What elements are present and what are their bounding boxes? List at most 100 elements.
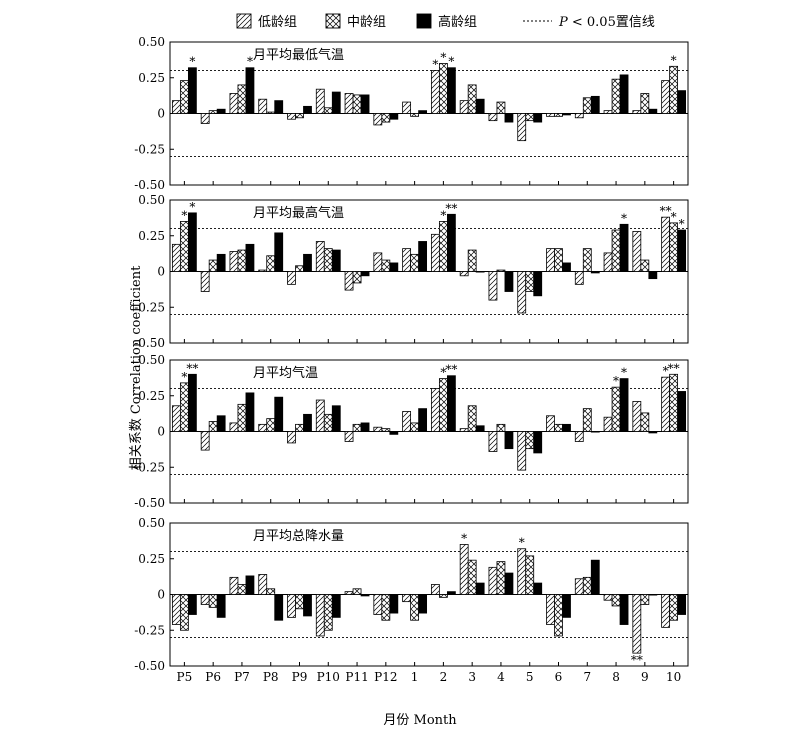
legend-label-mid: 中龄组 <box>347 15 386 30</box>
bar-mid <box>323 594 333 631</box>
significance-mark: * <box>181 370 187 384</box>
bar-low <box>258 98 268 114</box>
bar-high <box>360 594 370 597</box>
bar-mid <box>208 110 218 114</box>
bar-high <box>331 249 341 272</box>
bar-high <box>303 594 312 617</box>
bar-mid <box>611 386 621 432</box>
bar-low <box>546 415 555 432</box>
bar-mid <box>266 255 276 272</box>
bar-high <box>331 405 341 432</box>
bar-high <box>216 108 226 114</box>
bar-mid <box>525 555 535 595</box>
legend-swatch-low <box>236 13 252 29</box>
bar-low <box>430 388 440 432</box>
bar-high <box>648 431 658 434</box>
bar-mid <box>179 594 189 631</box>
y-tick-label: 0 <box>157 588 165 602</box>
chart-panels: 0.500.250-0.25-0.50* * ** * *月平均最低气温0.500.25… <box>134 35 689 684</box>
bar-low <box>603 594 613 601</box>
bar-low <box>344 591 354 595</box>
bar-high <box>533 113 543 123</box>
bar-low <box>171 594 181 625</box>
x-tick-label: 2 <box>440 670 448 684</box>
bar-high <box>677 391 687 432</box>
bar-mid <box>525 271 535 292</box>
bar-low <box>200 113 210 124</box>
bar-mid <box>582 408 592 432</box>
y-tick-label: 0.50 <box>138 353 165 367</box>
bar-low <box>315 88 325 114</box>
bar-high <box>389 594 399 614</box>
x-tick-label: 3 <box>468 670 476 684</box>
bar-low <box>287 271 296 285</box>
bar-mid <box>611 594 621 607</box>
bar-mid <box>237 84 247 114</box>
x-tick-label: P9 <box>292 670 308 684</box>
bar-high <box>590 271 600 274</box>
bar-low <box>632 110 642 114</box>
x-axis-label: 月份 Month <box>383 713 457 728</box>
bar-high <box>590 95 600 114</box>
bar-mid <box>295 423 304 432</box>
bar-mid <box>381 428 391 432</box>
y-axis-label: 相关系数 Correlation coefficient <box>129 265 144 470</box>
bar-low <box>517 431 527 471</box>
bar-high <box>418 594 428 614</box>
bar-high <box>245 575 255 595</box>
bar-high <box>360 94 370 114</box>
legend-swatch-mid <box>325 13 341 29</box>
y-tick-label: 0.25 <box>138 71 165 85</box>
bar-high <box>331 91 341 114</box>
bar-mid <box>410 594 420 621</box>
bar-mid <box>179 382 189 432</box>
bar-mid <box>525 431 535 450</box>
bar-mid <box>352 588 362 595</box>
bar-mid <box>266 418 276 432</box>
bar-low <box>171 100 181 114</box>
x-tick-label: 7 <box>583 670 591 684</box>
bar-high <box>533 431 543 454</box>
bar-low <box>229 251 239 272</box>
bar-low <box>459 100 469 114</box>
bar-low <box>402 248 412 272</box>
y-tick-label: 0 <box>157 107 165 121</box>
significance-mark: * <box>181 208 187 222</box>
bar-high <box>504 572 514 595</box>
bar-low <box>402 411 412 432</box>
bar-mid <box>438 63 448 114</box>
y-tick-label: -0.50 <box>134 659 165 673</box>
bar-low <box>603 252 613 272</box>
x-tick-label: P7 <box>234 670 250 684</box>
bar-mid <box>352 94 362 114</box>
bar-high <box>331 594 341 618</box>
bar-low <box>488 271 498 301</box>
bar-mid <box>582 248 592 272</box>
bar-low <box>546 248 555 272</box>
bar-low <box>517 548 527 595</box>
bar-mid <box>179 221 189 272</box>
bar-low <box>430 70 440 114</box>
bar-mid <box>381 594 391 621</box>
bar-mid <box>237 584 247 595</box>
x-tick-label: 5 <box>526 670 534 684</box>
significance-mark: * <box>663 364 669 378</box>
bar-high <box>216 594 226 618</box>
bar-low <box>632 401 642 432</box>
bar-high <box>446 591 456 595</box>
bar-mid <box>410 113 420 117</box>
bar-mid <box>467 84 477 114</box>
bar-high <box>446 213 456 272</box>
y-tick-label: 0.25 <box>138 229 165 243</box>
bar-high <box>446 67 456 114</box>
significance-mark: * <box>247 55 253 69</box>
x-tick-label: P11 <box>345 670 368 684</box>
bar-low <box>488 566 498 595</box>
bar-low <box>517 271 527 314</box>
bar-mid <box>496 269 506 272</box>
significance-mark: * <box>189 200 195 214</box>
bar-mid <box>381 113 391 123</box>
bar-high <box>475 582 485 595</box>
